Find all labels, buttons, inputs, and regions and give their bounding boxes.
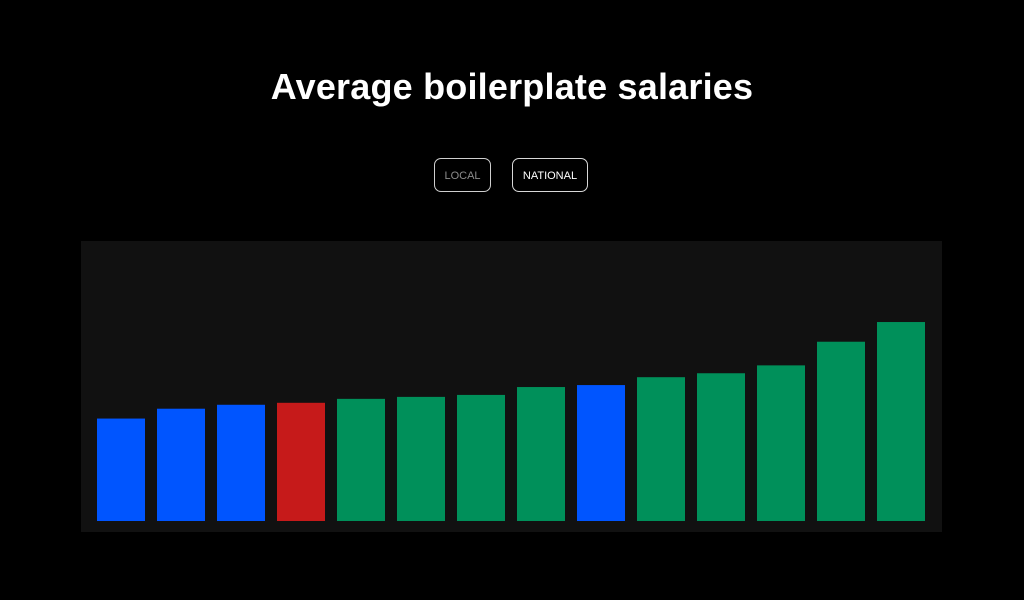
page-title: Average boilerplate salaries — [270, 66, 754, 107]
bar-10 — [637, 377, 685, 521]
bar-6 — [397, 396, 445, 521]
scope-toggle-group: LOCAL NATIONAL — [0, 158, 1024, 194]
bar-12 — [757, 365, 805, 521]
bar-11 — [697, 373, 745, 521]
bar-2 — [157, 408, 205, 521]
bar-9 — [577, 385, 625, 521]
local-toggle-button[interactable]: LOCAL — [434, 158, 491, 192]
salary-bar-chart — [81, 241, 942, 532]
bar-1 — [97, 418, 145, 521]
bar-5 — [337, 398, 385, 521]
bar-8 — [517, 387, 565, 521]
bar-13 — [817, 341, 865, 521]
bar-14 — [877, 322, 925, 521]
national-toggle-button[interactable]: NATIONAL — [512, 158, 588, 192]
bar-3 — [217, 404, 265, 521]
bar-4 — [277, 402, 325, 521]
bar-7 — [457, 394, 505, 521]
bar-chart-svg — [97, 322, 925, 521]
